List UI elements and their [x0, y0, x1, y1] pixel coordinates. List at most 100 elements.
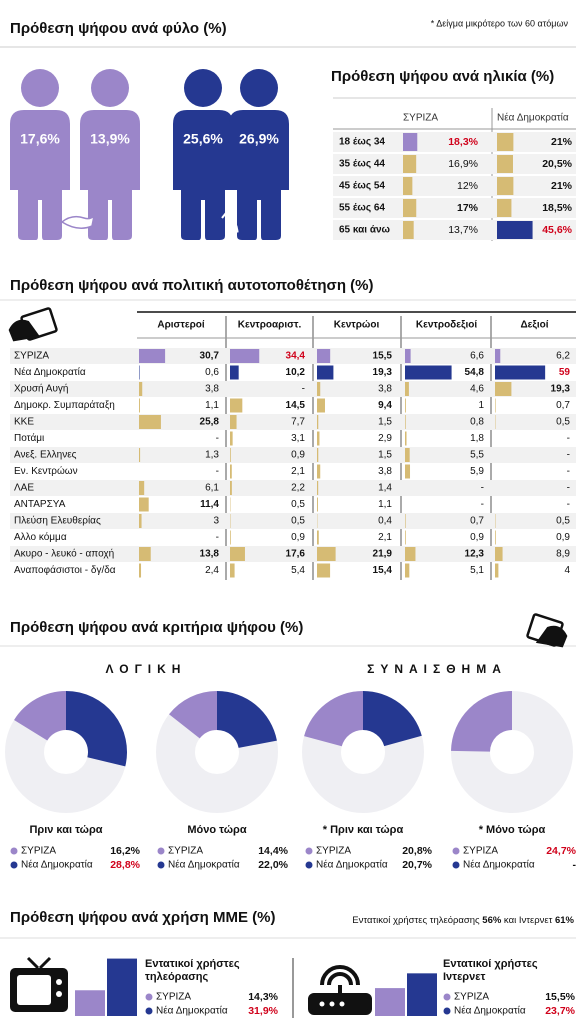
bar: [230, 481, 232, 495]
value-label: -: [567, 466, 570, 477]
row-label: 35 έως 44: [339, 159, 385, 170]
figure-body: [173, 110, 233, 240]
legend-dot: [157, 847, 165, 855]
value-label: 17,6: [286, 549, 306, 560]
bar: [230, 530, 231, 545]
value-label: 1,5: [378, 417, 392, 428]
value-label: 0,5: [556, 516, 570, 527]
row-label: 65 και άνω: [339, 225, 391, 236]
value-label: 18,5%: [542, 202, 572, 214]
bar: [405, 398, 406, 413]
note-part: 61%: [555, 915, 575, 926]
row-label: Πλεύση Ελευθερίας: [14, 515, 101, 527]
row-label: ΛΑΕ: [14, 483, 34, 494]
donut-slice: [304, 691, 363, 747]
row-label: Ακυρο - λευκό - αποχή: [14, 548, 114, 560]
value-label: 34,4: [286, 351, 306, 362]
value-label: -: [216, 532, 219, 543]
value-label: 5,9: [470, 466, 484, 477]
item-title: τηλεόρασης: [145, 971, 208, 983]
value-label: 16,9%: [448, 158, 478, 170]
value-label: 3,8: [378, 466, 392, 477]
value-label: 12,3: [465, 549, 485, 560]
legend-dot: [305, 847, 313, 855]
row-label: Ποτάμι: [14, 432, 44, 444]
bar: [139, 365, 140, 380]
bar: [405, 464, 411, 479]
bar: [375, 988, 405, 1016]
value-label: 3,1: [291, 433, 305, 444]
value-label: 10,2: [286, 367, 306, 378]
value-label: -: [216, 466, 219, 477]
column-header: ΣΥΡΙΖΑ: [403, 113, 438, 124]
bar: [403, 155, 417, 173]
value-label: 31,9%: [248, 1005, 278, 1017]
section-title: Πρόθεση ψήφου ανά φύλο (%): [10, 20, 227, 37]
bar: [139, 497, 149, 512]
legend-label: Νέα Δημοκρατία: [454, 1005, 526, 1017]
bar: [497, 221, 533, 239]
bar: [495, 398, 496, 413]
bar: [405, 448, 410, 462]
bar: [495, 530, 496, 545]
legend-label: ΣΥΡΙΖΑ: [316, 846, 351, 857]
bar: [405, 563, 410, 578]
bar: [405, 382, 409, 396]
group-label: ΛΟΓΙΚΗ: [106, 662, 187, 676]
legend-dot: [10, 847, 18, 855]
value-label: -: [573, 859, 576, 871]
figure-value: 25,6%: [183, 131, 223, 147]
value-label: 24,7%: [546, 845, 576, 857]
note-part: Εντατικοί χρήστες τηλεόρασης: [352, 915, 482, 926]
value-label: 2,1: [291, 466, 305, 477]
note: * Δείγμα μικρότερο των 60 ατόμων: [431, 18, 569, 28]
column-header: Κεντρώοι: [334, 320, 380, 331]
row-label: Νέα Δημοκρατία: [14, 366, 86, 378]
nd-logo: ΝΔ: [225, 225, 239, 236]
row-bg: [10, 381, 576, 397]
bar: [403, 199, 417, 217]
value-label: 0,9: [291, 532, 305, 543]
section-title: Πρόθεση ψήφου ανά κριτήρια ψήφου (%): [10, 619, 303, 636]
donut-slice: [217, 691, 277, 748]
value-label: 0,9: [470, 532, 484, 543]
column-header: Δεξιοί: [520, 320, 548, 331]
row-bg: [10, 546, 576, 562]
value-label: -: [481, 499, 484, 510]
bar: [405, 547, 416, 561]
bar: [403, 133, 418, 151]
bar: [405, 431, 407, 446]
bar: [230, 563, 235, 578]
bar: [405, 365, 452, 380]
value-label: 54,8: [465, 367, 485, 378]
row-bg: [10, 513, 576, 529]
value-label: 20,7%: [402, 859, 432, 871]
ballot-icon: [8, 307, 58, 342]
donut-slice: [451, 691, 512, 752]
legend-dot: [443, 993, 451, 1001]
bar: [407, 973, 437, 1016]
bar: [497, 155, 513, 173]
bar: [317, 481, 319, 495]
legend-label: Νέα Δημοκρατία: [21, 859, 93, 871]
legend-label: Νέα Δημοκρατία: [156, 1005, 228, 1017]
value-label: 17%: [457, 202, 479, 214]
bar: [139, 547, 151, 561]
value-label: 0,6: [205, 367, 219, 378]
row-label: Αναποφάσιστοι - δγ/δα: [14, 564, 116, 576]
value-label: 16,2%: [110, 845, 140, 857]
group-label: ΣΥΝΑΙΣΘΗΜΑ: [367, 662, 507, 676]
value-label: 15,4: [373, 565, 393, 576]
value-label: 21,9: [373, 549, 393, 560]
note-part: και Ιντερνετ: [501, 915, 555, 926]
value-label: 3,8: [378, 384, 392, 395]
value-label: -: [481, 483, 484, 494]
legend-dot: [452, 847, 460, 855]
legend-label: ΣΥΡΙΖΑ: [21, 846, 56, 857]
value-label: 6,2: [556, 351, 570, 362]
donut-slice: [169, 691, 217, 739]
value-label: 13,7%: [448, 224, 478, 236]
bar: [317, 398, 325, 413]
section-title: Πρόθεση ψήφου ανά χρήση ΜΜΕ (%): [10, 909, 275, 926]
